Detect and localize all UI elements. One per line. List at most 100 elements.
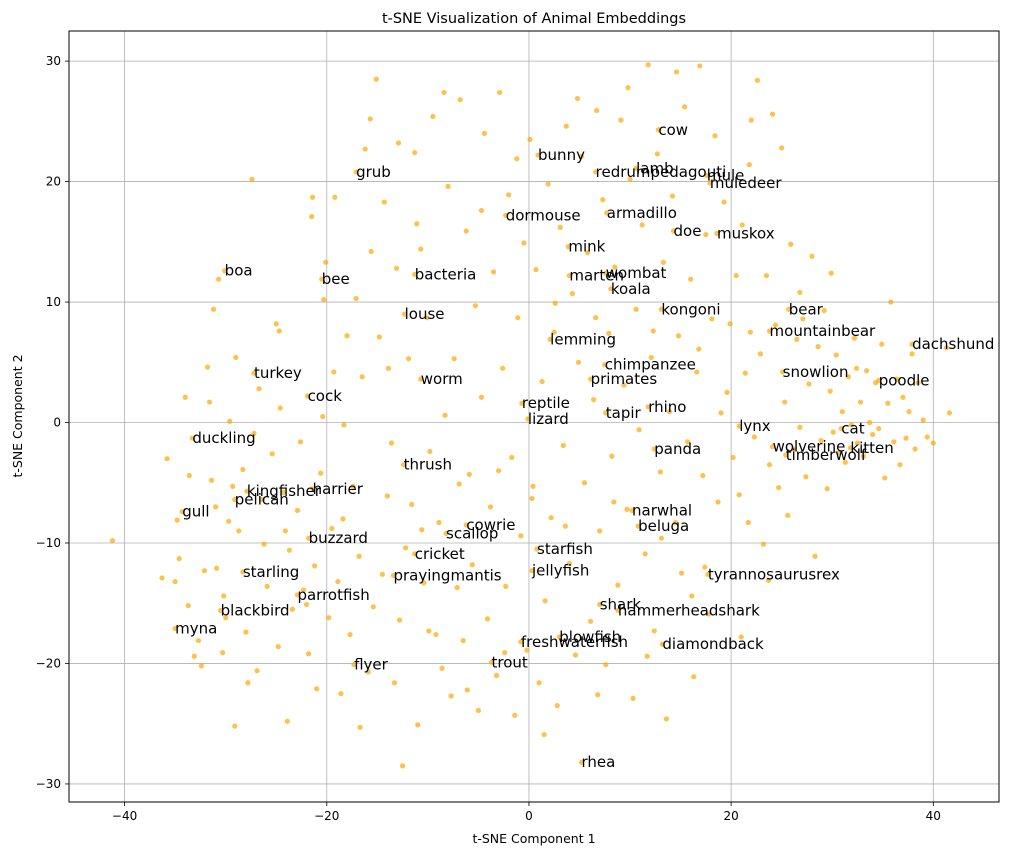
data-point [659,641,665,647]
data-point [186,472,192,479]
data-point [264,583,270,589]
chart-title: t-SNE Visualization of Animal Embeddings [382,11,686,27]
point-label: narwhal [632,501,692,519]
data-point [218,607,224,614]
data-point [454,584,460,591]
data-point [412,271,418,277]
data-point [310,194,316,200]
data-point [351,662,357,668]
data-point [195,637,201,644]
point-label: snowlion [783,363,849,381]
point-label: blowfish [559,628,621,646]
data-point [385,365,392,371]
data-point [395,140,402,146]
point-label: reptile [522,394,570,412]
point-label: muskox [717,224,775,242]
data-point [769,444,776,450]
data-point [603,410,609,416]
data-point [650,328,656,334]
data-point [712,133,718,139]
data-point [848,422,855,428]
data-point [280,489,286,495]
point-label: duckling [192,429,255,447]
data-point [946,410,953,416]
data-point [604,210,610,216]
plot-frame [68,30,1000,803]
data-point [769,111,776,117]
data-point [786,306,792,312]
data-point [851,335,858,341]
data-point [442,412,448,418]
point-label: beluga [638,517,689,535]
data-point [198,663,205,669]
data-point [569,291,576,297]
data-point [660,259,666,265]
data-point [629,507,635,514]
data-point [783,452,789,458]
data-point [294,507,301,514]
data-point [782,399,788,405]
data-point [402,311,408,317]
data-point [518,533,524,539]
data-point [920,417,926,423]
data-point [213,565,220,571]
data-point [341,422,347,428]
data-point [172,625,178,632]
data-point [414,221,420,227]
data-point [356,553,362,559]
data-point [373,76,379,82]
data-point [321,297,327,303]
data-point [943,345,950,351]
data-point [236,528,242,534]
data-point [460,637,466,644]
data-point [642,551,648,557]
data-point [488,659,495,665]
data-point [335,578,341,585]
data-point [663,716,670,722]
data-point [857,399,864,405]
point-label: armadillo [607,204,677,222]
data-point [609,453,615,459]
data-point [860,453,867,459]
data-point [418,246,424,252]
data-point [344,333,350,339]
data-point [536,680,542,686]
point-label: hammerheadshark [618,601,760,619]
data-point [780,369,786,375]
point-label: starling [243,563,299,581]
data-point [415,722,421,728]
data-point [748,117,754,123]
data-point [223,615,229,621]
point-label: dachshund [912,335,994,353]
data-point [635,523,641,529]
data-point [839,409,845,415]
data-point [210,306,217,312]
point-label: bear [789,300,824,318]
data-point [909,351,915,357]
data-point [572,652,579,658]
data-point [578,759,585,765]
point-label: buzzard [309,529,368,547]
data-point [525,416,531,422]
data-point [565,244,571,250]
data-point [533,266,539,273]
data-point [627,176,633,182]
data-point [529,495,535,502]
data-point [854,440,861,446]
data-point [226,518,232,524]
data-point [721,199,727,205]
data-point [658,306,664,312]
data-point [833,352,839,358]
data-point [891,439,897,445]
data-point [611,499,617,505]
data-point [557,224,563,230]
data-points [109,62,953,769]
point-label: doe [674,222,702,240]
data-point [593,315,599,321]
point-label: freshwaterfish [521,633,628,651]
data-point [639,222,645,228]
data-point [362,146,368,152]
point-label: trout [492,653,528,671]
data-point [367,116,373,122]
